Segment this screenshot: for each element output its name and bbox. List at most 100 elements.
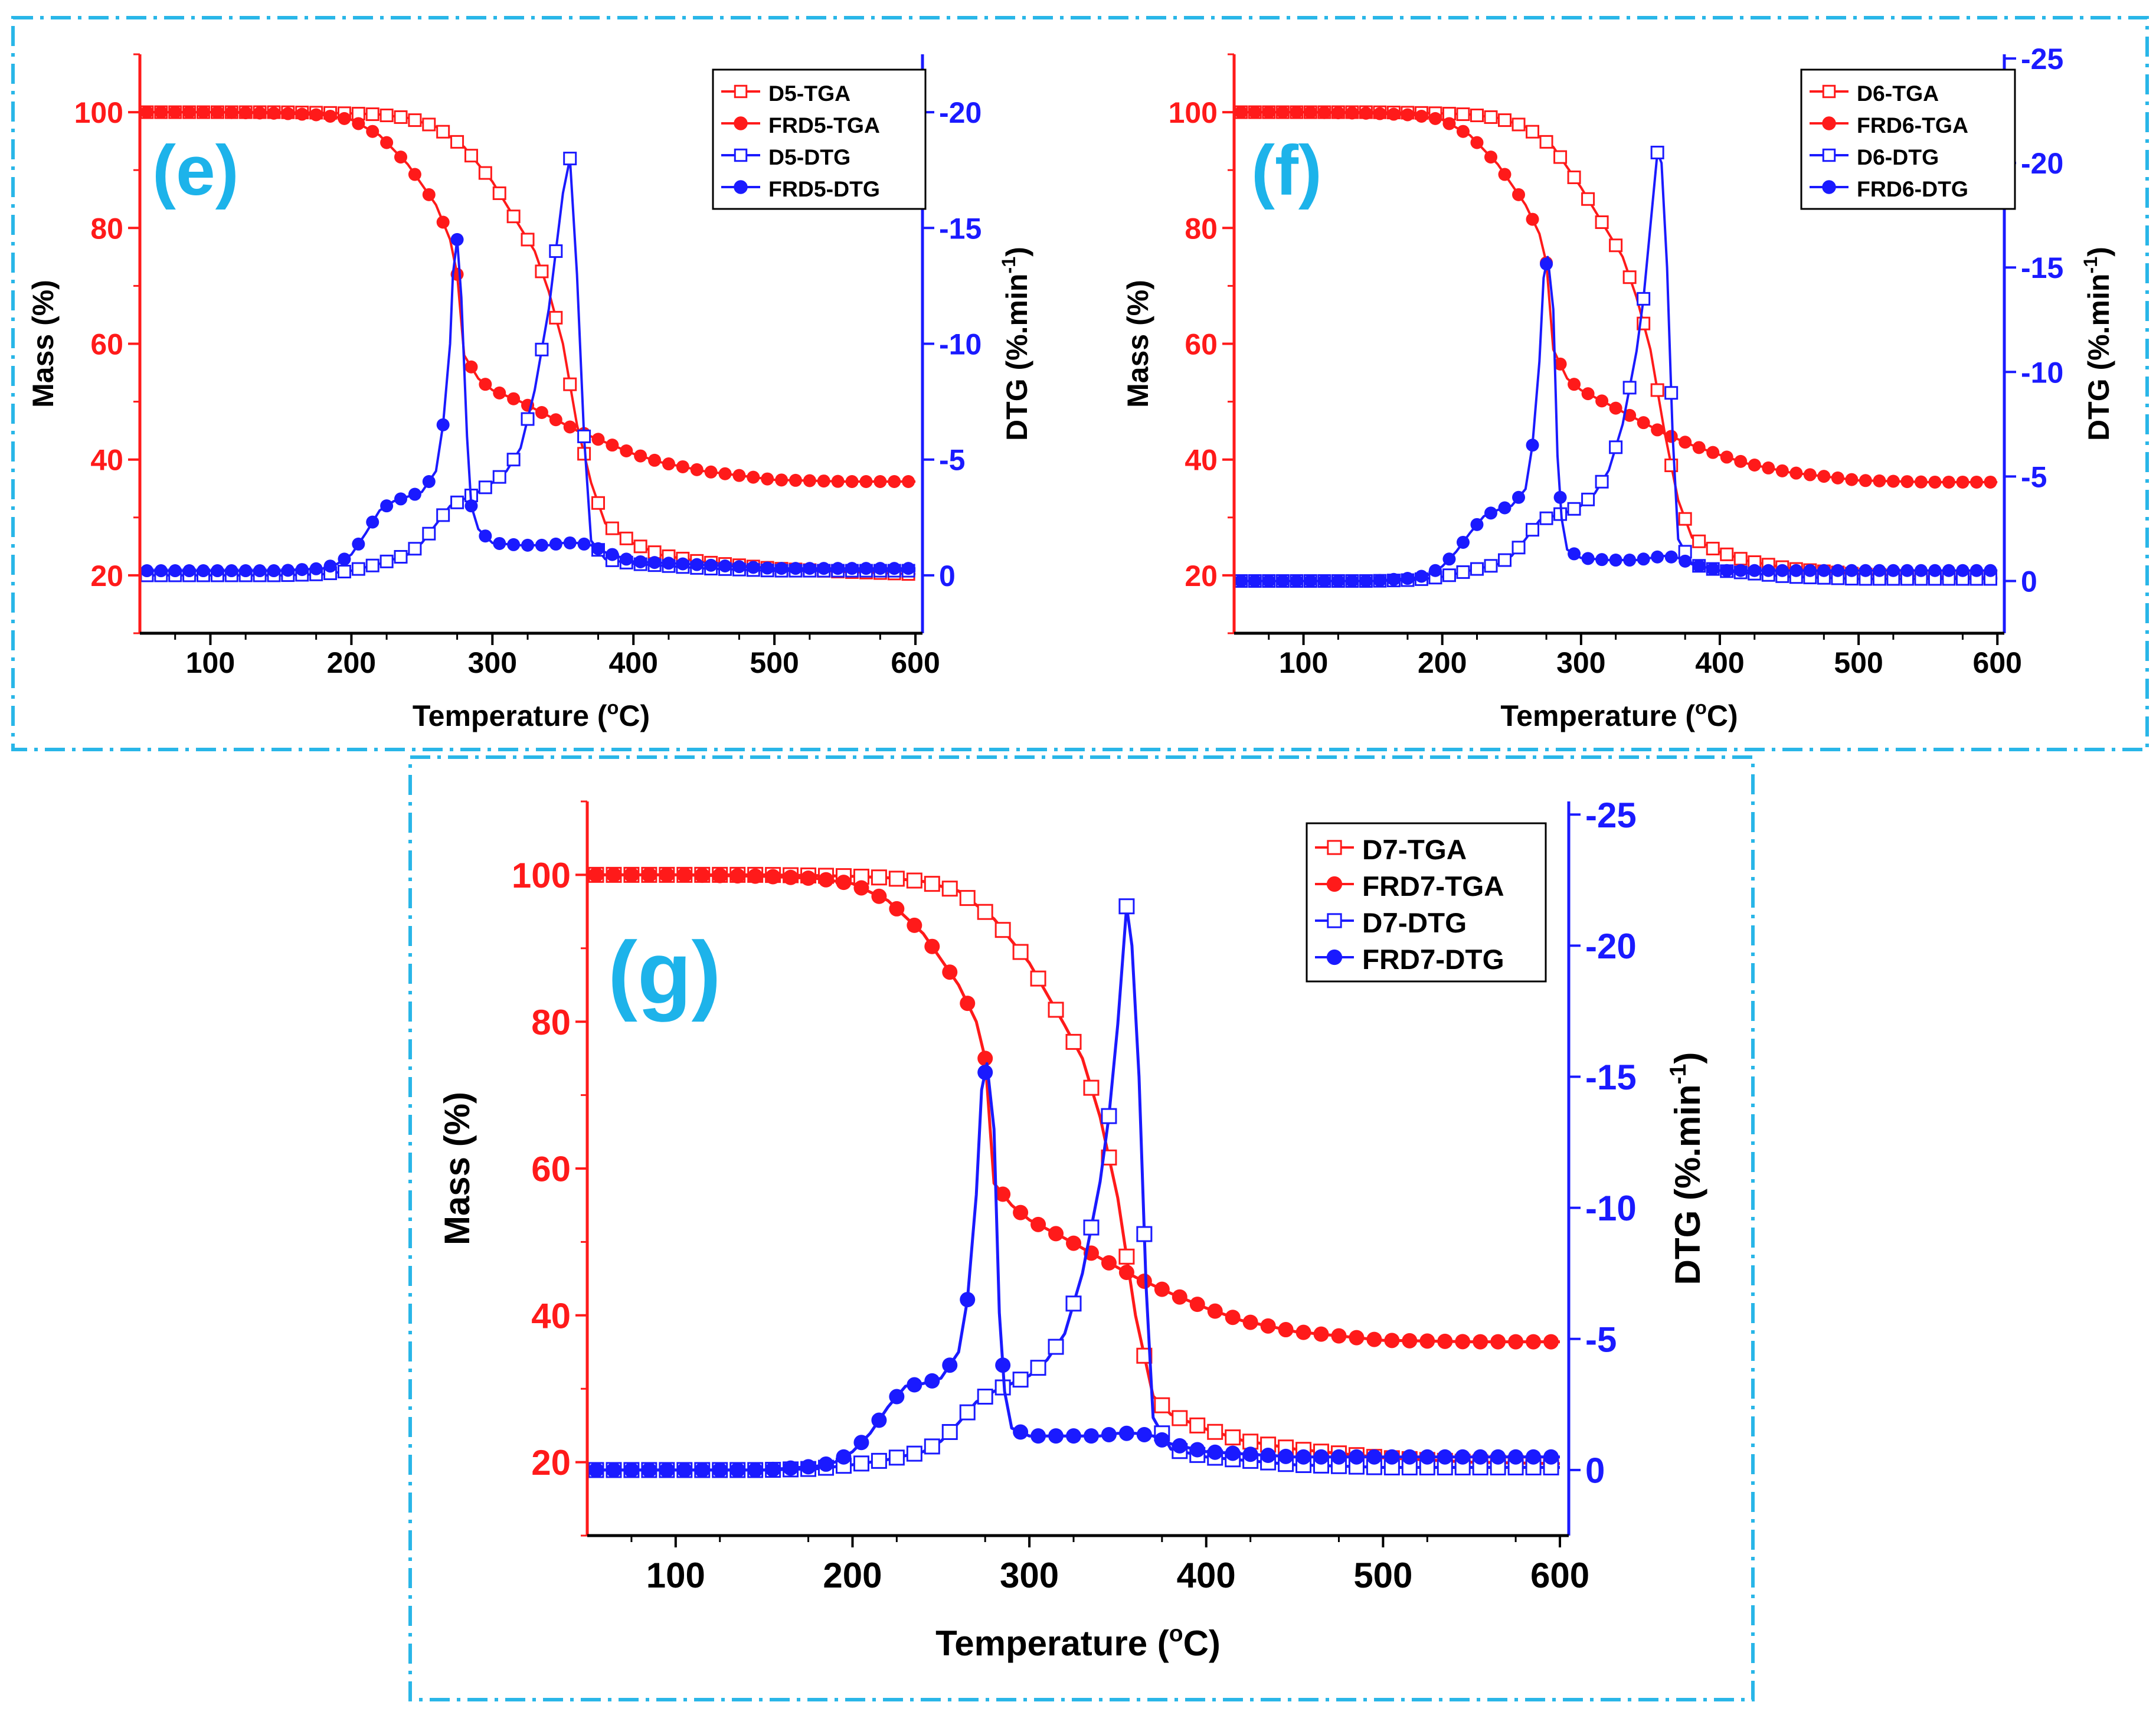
data-point <box>1984 564 1997 577</box>
data-point <box>1595 394 1609 408</box>
legend-marker <box>1327 913 1342 928</box>
data-point <box>1664 386 1679 400</box>
data-point <box>1207 1423 1223 1440</box>
legend: D5-TGA FRD5-TGA D5-DTG FRD5-DTG <box>712 68 927 210</box>
data-point <box>1831 564 1844 577</box>
y2-tick-label: -15 <box>1585 1058 1637 1097</box>
data-point <box>1526 1449 1542 1465</box>
data-point <box>1384 1449 1400 1465</box>
data-point <box>732 560 746 574</box>
data-point <box>712 868 728 883</box>
data-point <box>765 1461 781 1477</box>
data-point <box>1349 1330 1365 1346</box>
series-markers-FRD5-DTG <box>140 233 915 578</box>
data-point <box>871 1412 887 1428</box>
data-point <box>1402 1449 1418 1465</box>
data-point <box>1373 574 1386 587</box>
data-point <box>549 244 563 258</box>
data-point <box>1831 471 1844 485</box>
data-point <box>1437 1333 1453 1349</box>
data-point <box>995 1357 1011 1373</box>
data-point <box>1442 117 1456 130</box>
y2-tick-label: -5 <box>939 444 965 477</box>
x-tick-label: 600 <box>1530 1556 1589 1595</box>
data-point <box>977 1389 993 1405</box>
legend-label: D5-TGA <box>768 81 850 106</box>
data-point <box>464 499 478 513</box>
data-point <box>775 562 789 575</box>
legend-box <box>1306 822 1547 983</box>
y-tick-label: 40 <box>531 1296 571 1336</box>
data-point <box>309 562 323 575</box>
data-point <box>888 870 905 887</box>
data-point <box>1083 1219 1100 1236</box>
plot-area <box>587 866 1560 1478</box>
data-point <box>1260 1448 1276 1464</box>
series-markers-FRD7-TGA <box>588 867 1559 1350</box>
data-point <box>422 188 436 201</box>
data-point <box>800 1459 816 1475</box>
data-point <box>352 117 365 130</box>
data-point <box>659 1462 675 1478</box>
data-point <box>1317 106 1331 119</box>
data-point <box>1030 1360 1046 1376</box>
data-point <box>1470 562 1484 576</box>
data-point <box>1914 564 1928 577</box>
data-point <box>1512 490 1526 504</box>
data-point <box>888 1449 905 1466</box>
data-point <box>1637 292 1651 306</box>
legend-label: FRD6-DTG <box>1857 176 1968 201</box>
data-point <box>1048 1226 1064 1242</box>
data-point <box>1651 423 1664 437</box>
data-point <box>1956 475 1969 489</box>
data-point <box>1290 106 1303 119</box>
data-point <box>492 186 506 200</box>
data-point <box>182 106 196 119</box>
data-point <box>907 1377 922 1393</box>
data-point <box>338 112 351 125</box>
data-point <box>641 867 657 883</box>
data-point <box>1387 572 1401 586</box>
series-markers-FRD6-DTG <box>1234 257 1997 588</box>
data-point <box>239 106 253 120</box>
data-point <box>1498 113 1512 127</box>
legend: D7-TGA FRD7-TGA D7-DTG FRD7-DTG <box>1306 822 1547 983</box>
data-point <box>422 117 436 132</box>
data-point <box>1101 1108 1117 1124</box>
legend-marker <box>734 180 748 194</box>
data-point <box>836 1449 852 1465</box>
x-tick-label: 400 <box>1177 1556 1236 1595</box>
data-point <box>211 564 224 578</box>
x-tick-label: 300 <box>1000 1556 1059 1595</box>
data-point <box>1817 564 1831 577</box>
data-point <box>1543 1449 1559 1465</box>
data-point <box>853 1435 869 1451</box>
data-point <box>1419 1449 1435 1465</box>
data-point <box>154 106 168 119</box>
data-point <box>197 106 210 119</box>
legend-label: FRD5-DTG <box>768 176 880 201</box>
data-point <box>1692 559 1706 572</box>
data-point <box>747 561 760 574</box>
y2-tick-label: -25 <box>2021 42 2063 76</box>
data-point <box>1189 1442 1205 1458</box>
data-point <box>1225 1429 1241 1446</box>
data-point <box>1734 564 1748 577</box>
data-point <box>1526 1334 1542 1350</box>
data-point <box>365 558 379 572</box>
data-point <box>1956 564 1969 577</box>
legend-box <box>1800 68 2016 210</box>
data-point <box>1539 511 1553 525</box>
data-point <box>704 558 718 572</box>
data-point <box>1622 270 1637 284</box>
data-point <box>817 474 830 488</box>
y-tick-label: 100 <box>512 856 571 895</box>
data-point <box>1428 112 1442 125</box>
data-point <box>633 539 647 554</box>
data-point <box>906 872 922 889</box>
legend-marker <box>1822 116 1836 130</box>
data-point <box>1928 564 1942 577</box>
y-tick-label: 20 <box>90 559 123 593</box>
data-point <box>1873 564 1886 577</box>
data-point <box>577 429 591 443</box>
